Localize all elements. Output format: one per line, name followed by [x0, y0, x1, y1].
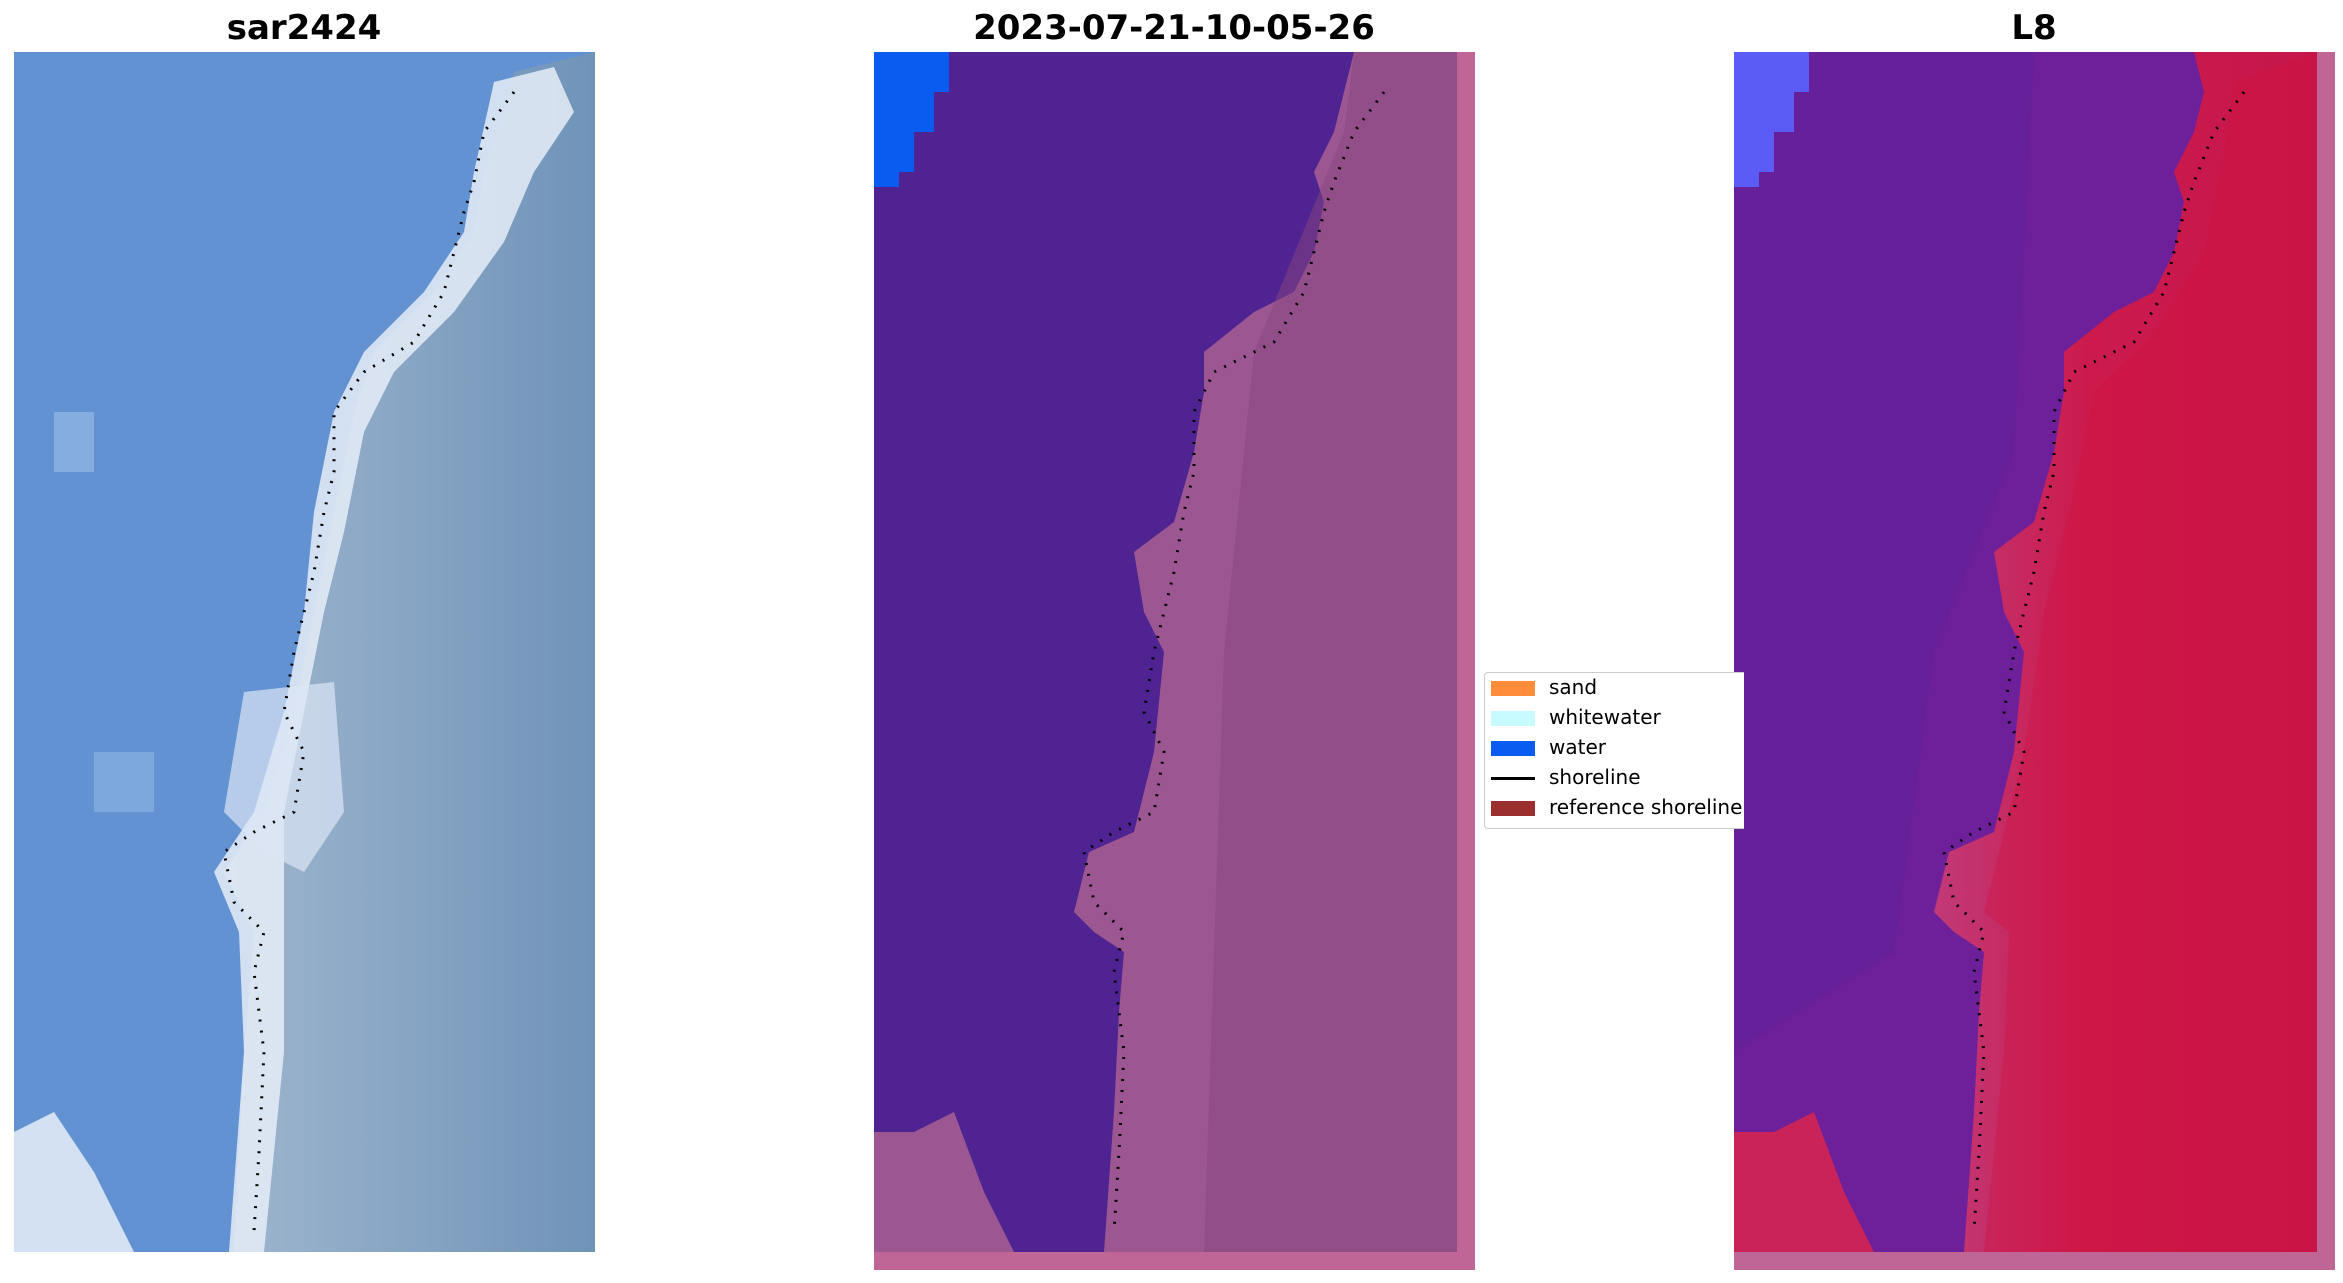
classification-image [874, 52, 1475, 1270]
panel-title-classification: 2023-07-21-10-05-26 [973, 8, 1375, 48]
legend-item-whitewater: whitewater [1485, 705, 1744, 729]
legend-item-shoreline: shoreline [1485, 765, 1744, 789]
classification-image-panel [874, 52, 1475, 1270]
water-swatch [1491, 741, 1535, 756]
panel-title-ndwi: L8 [2011, 8, 2057, 48]
legend-label-water: water [1549, 735, 1606, 759]
legend-label-sand: sand [1549, 675, 1598, 699]
legend-label-reference-shoreline: reference shoreline [1549, 795, 1743, 819]
rgb-image [14, 52, 595, 1252]
rgb-image-panel [14, 52, 595, 1252]
whitewater-swatch [1491, 711, 1535, 726]
legend-item-sand: sand [1485, 675, 1744, 699]
legend-item-water: water [1485, 735, 1744, 759]
l8-image-panel [1734, 52, 2335, 1270]
reference-shoreline-swatch [1491, 801, 1535, 816]
panel-title-rgb: sar2424 [226, 8, 382, 48]
legend-item-reference-shoreline: reference shoreline [1485, 795, 1744, 819]
l8-image [1734, 52, 2335, 1270]
legend: sand whitewater water shoreline referenc… [1484, 672, 1744, 829]
legend-label-shoreline: shoreline [1549, 765, 1641, 789]
shoreline-line-icon [1491, 777, 1535, 780]
sand-swatch [1491, 681, 1535, 696]
legend-label-whitewater: whitewater [1549, 705, 1661, 729]
